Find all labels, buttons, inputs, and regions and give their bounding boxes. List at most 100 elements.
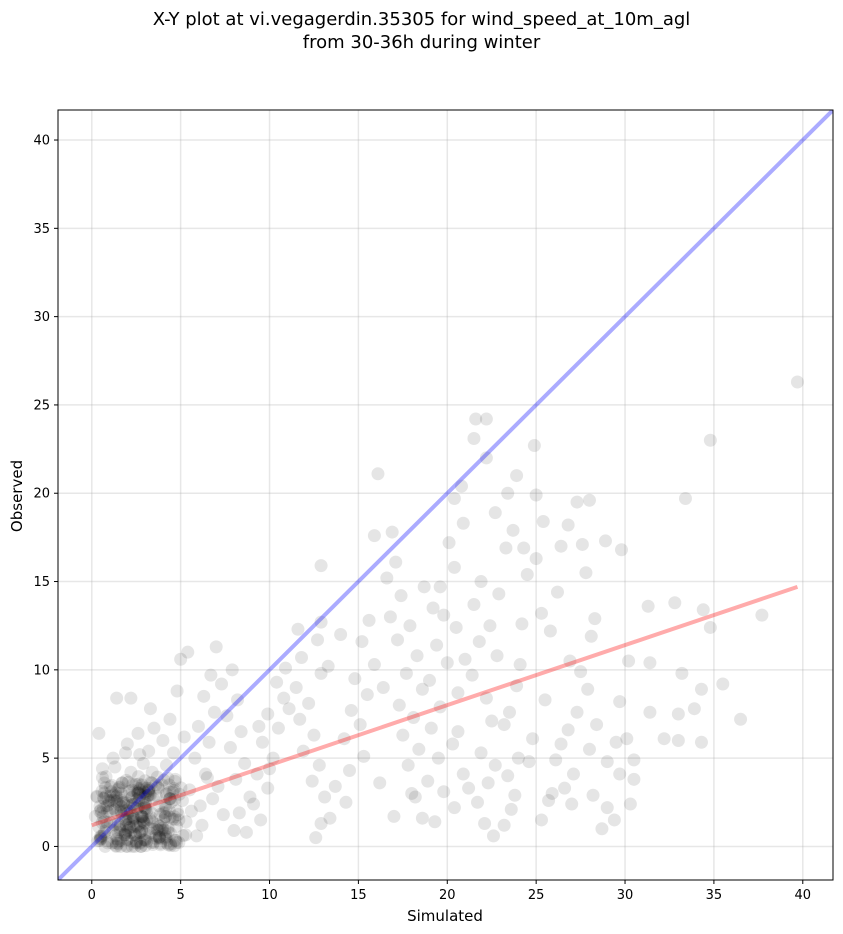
data-point [401,758,415,772]
data-point [337,732,351,746]
data-point [164,838,178,852]
reference-lines [58,110,833,880]
x-tick-label: 10 [261,888,278,903]
data-point [164,795,178,809]
data-point [520,567,534,581]
data-point [613,767,627,781]
data-point [499,541,513,555]
data-point [620,732,634,746]
data-point [137,785,151,799]
data-point [231,693,245,707]
data-point [510,469,524,483]
data-point [588,612,602,626]
identity-line [58,110,833,880]
data-point [113,820,127,834]
data-point [133,826,147,840]
data-point [302,696,316,710]
data-point [410,649,424,663]
data-point [234,725,248,739]
data-point [127,828,141,842]
data-point [134,809,148,823]
data-point [408,790,422,804]
data-point [465,668,479,682]
data-point [153,830,167,844]
data-point [149,831,163,845]
data-point [110,789,124,803]
data-point [99,770,113,784]
data-point [156,806,170,820]
data-point [479,691,493,705]
data-point [428,815,442,829]
data-point [100,815,114,829]
data-point [100,834,114,848]
data-point [255,735,269,749]
data-point [93,829,107,843]
data-point [426,601,440,615]
data-point [98,825,112,839]
data-point [131,800,145,814]
data-point [581,682,595,696]
data-point [141,783,155,797]
data-point [143,812,157,826]
data-point [102,795,116,809]
fit-line [91,584,799,828]
data-point [150,770,164,784]
data-point [133,788,147,802]
data-point [177,730,191,744]
data-point [132,791,146,805]
data-point [545,786,559,800]
data-point [488,758,502,772]
data-point [137,799,151,813]
data-point [162,785,176,799]
data-point [170,819,184,833]
data-point [678,492,692,506]
data-point [112,781,126,795]
data-point [314,816,328,830]
data-point [109,836,123,850]
data-point [150,822,164,836]
data-point [142,785,156,799]
data-point [130,834,144,848]
data-point [109,829,123,843]
data-point [159,790,173,804]
grid [58,110,833,880]
data-point [570,705,584,719]
data-point [104,785,118,799]
data-point [120,833,134,847]
data-point [247,797,261,811]
y-tick-label: 15 [33,575,50,590]
data-point [121,839,135,853]
data-point [565,797,579,811]
data-point [486,829,500,843]
data-point [239,825,253,839]
data-point [447,560,461,574]
data-point [373,776,387,790]
data-point [120,807,134,821]
data-point [113,823,127,837]
data-point [451,686,465,700]
data-point [511,751,525,765]
data-point [123,804,137,818]
data-point [367,529,381,543]
data-point [703,433,717,447]
data-point [295,650,309,664]
data-point [134,839,148,853]
data-point [119,746,133,760]
data-point [119,813,133,827]
data-point [355,635,369,649]
data-point [389,555,403,569]
data-point [696,603,710,617]
data-point [103,804,117,818]
data-point [120,832,134,846]
data-point [133,816,147,830]
data-point [133,782,147,796]
data-point [387,809,401,823]
data-point [136,756,150,770]
data-point [549,753,563,767]
data-point [526,732,540,746]
data-point [168,793,182,807]
data-point [167,782,181,796]
data-point [129,819,143,833]
data-point [112,798,126,812]
data-point [158,826,172,840]
